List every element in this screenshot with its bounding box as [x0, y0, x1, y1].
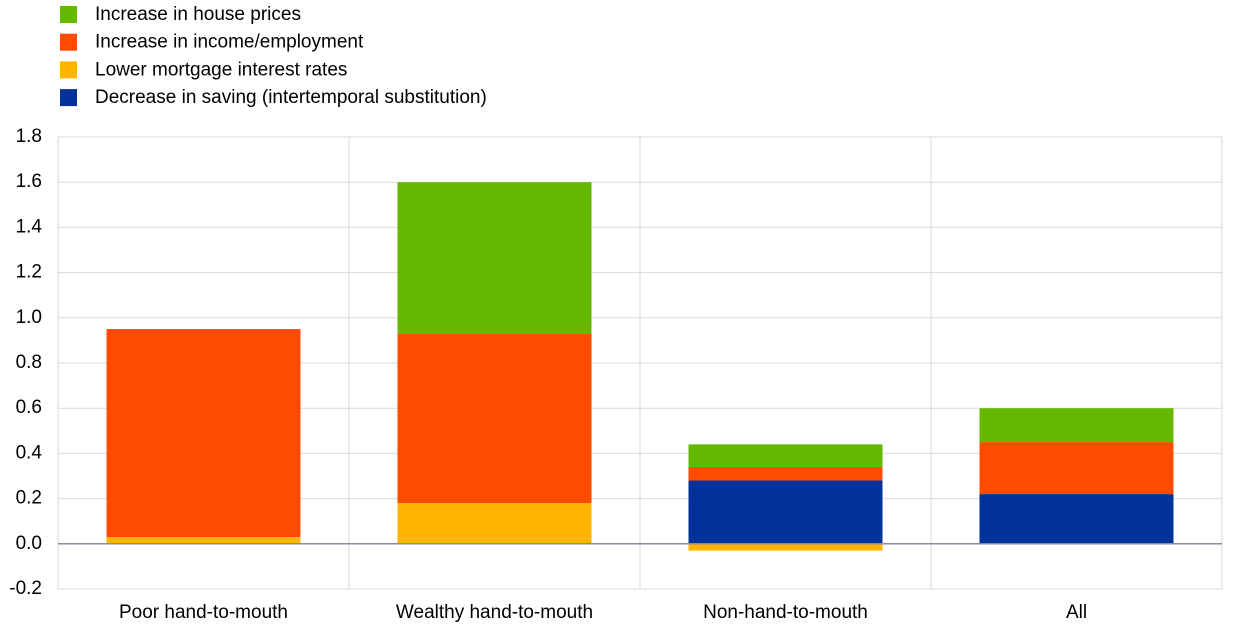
bar-segment [688, 444, 883, 467]
bar-segment [688, 543, 883, 551]
bar-segment [979, 494, 1174, 544]
x-tick-label: Non-hand-to-mouth [703, 602, 868, 623]
legend-label: Increase in income/employment [95, 32, 364, 53]
y-tick-label: 0.4 [16, 442, 43, 463]
y-tick-label: 0.0 [16, 533, 42, 554]
bar-segment [979, 408, 1174, 443]
legend-swatch [60, 6, 77, 23]
bar-segment [397, 503, 592, 544]
x-tick-label: All [1066, 602, 1087, 623]
legend-label: Decrease in saving (intertemporal substi… [95, 87, 487, 108]
legend-label: Lower mortgage interest rates [95, 59, 347, 80]
y-tick-label: 1.2 [16, 262, 42, 283]
bar-segment [979, 442, 1174, 495]
y-tick-label: 0.2 [16, 488, 42, 509]
bar-segment [688, 480, 883, 544]
bar-segment [397, 333, 592, 504]
legend-swatch [60, 33, 77, 51]
legend-swatch [60, 61, 77, 79]
legend-label: Increase in house prices [95, 4, 301, 25]
bar-segment [106, 537, 301, 544]
y-tick-label: 0.6 [16, 397, 42, 418]
y-tick-label: -0.2 [9, 578, 42, 599]
legend-swatch [60, 89, 77, 107]
x-tick-label: Wealthy hand-to-mouth [396, 602, 593, 623]
y-tick-label: 1.6 [16, 171, 42, 192]
y-tick-label: 1.0 [16, 307, 42, 328]
x-tick-label: Poor hand-to-mouth [119, 602, 288, 623]
bar-segment [106, 329, 301, 538]
bar-segment [397, 182, 592, 334]
y-tick-label: 0.8 [16, 352, 42, 373]
y-tick-label: 1.4 [16, 216, 43, 237]
y-tick-label: 1.8 [16, 126, 42, 147]
bar-segment [688, 466, 883, 481]
